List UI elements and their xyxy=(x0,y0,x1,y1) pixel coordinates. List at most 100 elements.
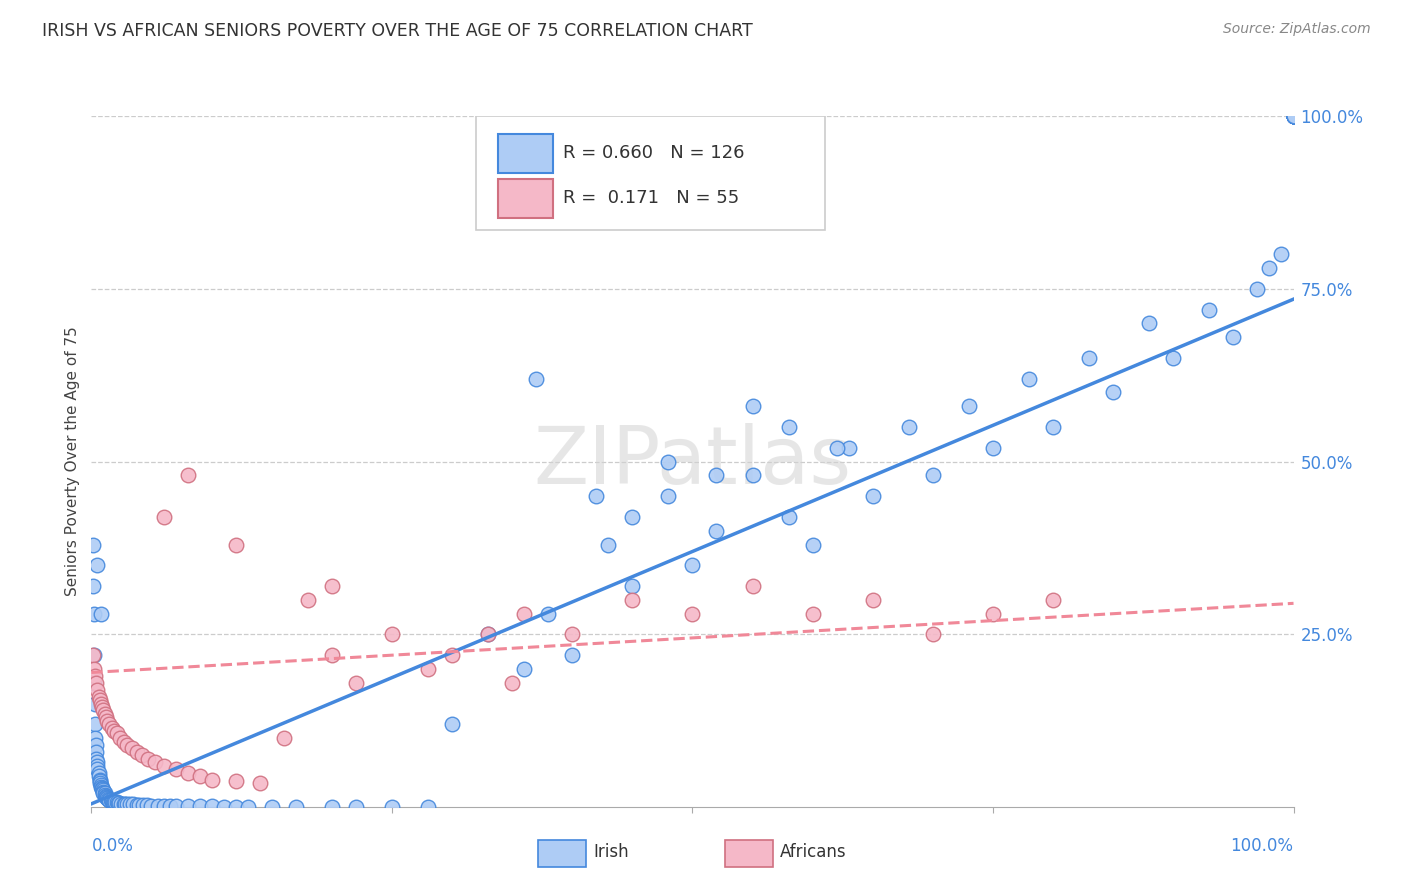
Point xyxy=(416,662,439,676)
Point xyxy=(82,537,104,551)
Point xyxy=(107,796,129,810)
Point xyxy=(657,489,679,503)
Point xyxy=(1282,109,1305,123)
Point xyxy=(778,420,800,434)
Point xyxy=(477,627,499,641)
Point xyxy=(1270,247,1292,261)
Point xyxy=(125,798,148,813)
Point xyxy=(114,797,136,811)
Point xyxy=(1282,109,1305,123)
Point xyxy=(1282,109,1305,123)
Point xyxy=(122,797,145,812)
Point xyxy=(201,772,224,787)
Point xyxy=(87,769,110,783)
Point xyxy=(141,798,163,813)
Point xyxy=(131,748,153,763)
Point xyxy=(344,799,367,814)
Point xyxy=(176,798,198,813)
Point xyxy=(112,797,135,811)
Point xyxy=(838,441,860,455)
Point xyxy=(84,745,107,759)
Point xyxy=(96,791,118,805)
Point xyxy=(513,662,536,676)
Point xyxy=(83,648,105,662)
Point xyxy=(83,662,105,676)
Point xyxy=(108,796,131,810)
Point xyxy=(260,799,283,814)
Point xyxy=(83,676,105,690)
FancyBboxPatch shape xyxy=(498,179,553,218)
Text: R = 0.660   N = 126: R = 0.660 N = 126 xyxy=(562,145,744,162)
Point xyxy=(90,607,112,621)
Point xyxy=(93,785,115,799)
Point xyxy=(96,714,118,728)
Point xyxy=(1018,371,1040,385)
Point xyxy=(1282,109,1305,123)
Point xyxy=(321,579,343,593)
Point xyxy=(165,762,187,776)
Point xyxy=(98,717,121,731)
Point xyxy=(101,795,124,809)
Point xyxy=(101,721,124,735)
Point xyxy=(84,731,107,746)
Point xyxy=(110,731,132,746)
Point xyxy=(121,741,143,756)
Point xyxy=(159,798,181,813)
Point xyxy=(84,669,107,683)
Point xyxy=(143,756,166,770)
Point xyxy=(118,797,141,812)
Point xyxy=(84,717,107,731)
Point xyxy=(1282,109,1305,123)
Point xyxy=(862,592,884,607)
Point xyxy=(89,772,111,787)
Point xyxy=(136,752,159,766)
Point xyxy=(741,579,763,593)
Point xyxy=(86,758,108,772)
Point xyxy=(416,799,439,814)
Point xyxy=(103,724,125,739)
Point xyxy=(621,592,644,607)
Point xyxy=(741,468,763,483)
Point xyxy=(321,799,343,814)
Point xyxy=(125,745,148,759)
Point xyxy=(94,789,117,804)
Point xyxy=(681,607,703,621)
Point xyxy=(93,788,115,802)
Point xyxy=(112,734,135,748)
Point xyxy=(87,765,110,780)
Point xyxy=(103,795,125,809)
Point xyxy=(101,794,124,808)
Point xyxy=(657,455,679,469)
Point xyxy=(135,798,157,813)
Point xyxy=(201,798,224,813)
Point xyxy=(1282,109,1305,123)
Text: Irish: Irish xyxy=(593,843,628,861)
Point xyxy=(93,787,115,801)
Point xyxy=(524,371,547,385)
Point xyxy=(801,607,824,621)
Point xyxy=(110,797,132,811)
Point xyxy=(82,579,104,593)
Point xyxy=(176,765,198,780)
FancyBboxPatch shape xyxy=(477,116,825,230)
Point xyxy=(152,758,174,772)
Point xyxy=(1282,109,1305,123)
Point xyxy=(84,697,107,711)
Point xyxy=(84,752,107,766)
Point xyxy=(93,703,115,717)
Point xyxy=(801,537,824,551)
Point xyxy=(513,607,536,621)
Text: ZIPatlas: ZIPatlas xyxy=(533,423,852,500)
Point xyxy=(225,799,247,814)
Point xyxy=(90,697,112,711)
Point xyxy=(621,510,644,524)
Point xyxy=(86,682,108,697)
Point xyxy=(706,468,728,483)
Point xyxy=(706,524,728,538)
Point xyxy=(236,799,259,814)
Point xyxy=(84,676,107,690)
Point xyxy=(381,799,404,814)
Point xyxy=(104,796,127,810)
Point xyxy=(778,510,800,524)
Point xyxy=(825,441,848,455)
